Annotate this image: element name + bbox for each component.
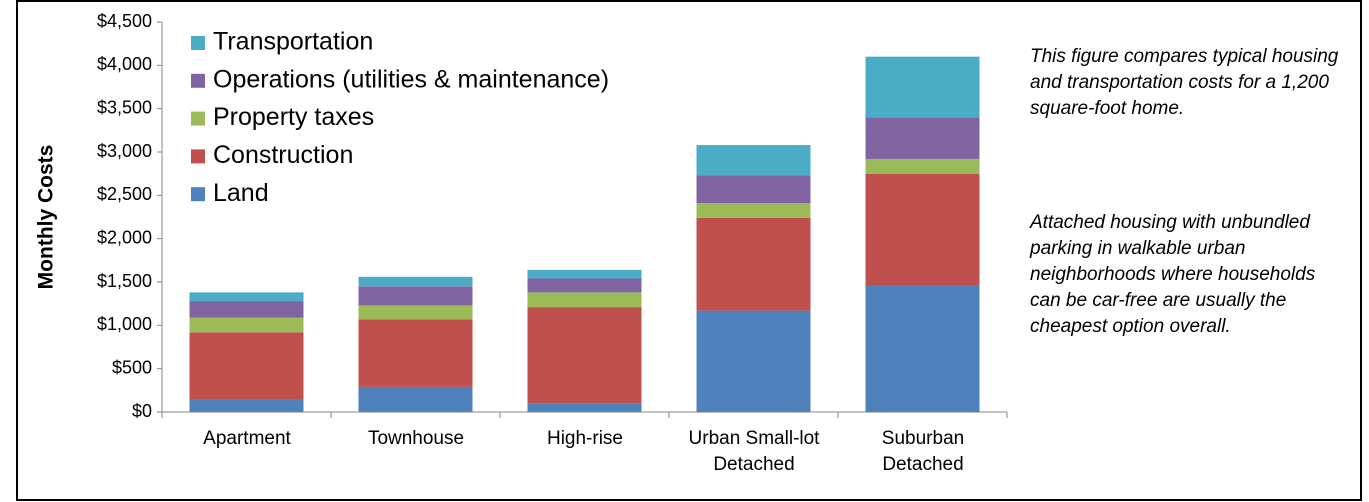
legend-label: Construction bbox=[213, 141, 353, 169]
y-tick-label: $3,500 bbox=[97, 97, 152, 117]
bar-segment bbox=[527, 403, 642, 412]
legend-label: Operations (utilities & maintenance) bbox=[213, 65, 609, 93]
bar-segment bbox=[527, 269, 642, 279]
annotation: Attached housing with unbundled parking … bbox=[1030, 212, 1316, 337]
legend-label: Transportation bbox=[213, 28, 373, 56]
x-tick-label: Townhouse bbox=[367, 428, 465, 449]
bar-segment bbox=[865, 117, 980, 159]
bar-segment bbox=[696, 217, 811, 311]
legend-swatch bbox=[191, 36, 205, 50]
frame bbox=[16, 0, 1362, 501]
y-tick-label: $1,000 bbox=[97, 314, 152, 334]
y-axis-label: Monthly Costs bbox=[35, 145, 58, 290]
bar-segment bbox=[527, 292, 642, 308]
bar-segment bbox=[865, 56, 980, 118]
bar-segment bbox=[865, 173, 980, 286]
legend-swatch bbox=[191, 111, 205, 126]
legend-swatch bbox=[191, 187, 205, 202]
y-tick-label: $3,000 bbox=[97, 141, 152, 161]
bar-segment bbox=[527, 307, 642, 404]
bar-segment bbox=[358, 319, 473, 387]
bar-segment bbox=[189, 332, 304, 399]
legend-label: Property taxes bbox=[213, 103, 374, 131]
bar-segment bbox=[696, 203, 811, 218]
bar-segment bbox=[358, 276, 473, 287]
bar-segment bbox=[358, 386, 473, 412]
bar-segment bbox=[696, 145, 811, 176]
y-tick-label: $4,500 bbox=[97, 11, 152, 31]
bar-segment bbox=[358, 305, 473, 320]
y-tick-label: $1,500 bbox=[97, 271, 152, 291]
x-tick-label: Apartment bbox=[203, 428, 291, 449]
x-tick-label: Suburban Detached bbox=[881, 428, 965, 475]
bar-segment bbox=[189, 317, 304, 333]
legend-label: Land bbox=[213, 179, 269, 207]
bar-segment bbox=[865, 158, 980, 174]
bar-segment bbox=[696, 310, 811, 412]
bar-segment bbox=[189, 399, 304, 412]
y-tick-label: $2,500 bbox=[97, 184, 152, 204]
y-tick-label: $0 bbox=[132, 401, 152, 421]
y-tick-label: $4,000 bbox=[97, 54, 152, 74]
legend-swatch bbox=[191, 149, 205, 164]
bar-segment bbox=[527, 278, 642, 293]
legend-swatch bbox=[191, 73, 205, 88]
x-tick-label: Urban Small-lot Detached bbox=[688, 428, 820, 475]
bar-segment bbox=[865, 285, 980, 412]
y-tick-label: $2,000 bbox=[97, 227, 152, 247]
bar-segment bbox=[189, 301, 304, 318]
bar-segment bbox=[358, 286, 473, 306]
y-tick-label: $500 bbox=[112, 357, 152, 377]
bar-segment bbox=[189, 292, 304, 302]
annotation: This figure compares typical housing and… bbox=[1030, 46, 1339, 119]
bar-segment bbox=[696, 175, 811, 204]
x-tick-label: High-rise bbox=[546, 428, 624, 449]
